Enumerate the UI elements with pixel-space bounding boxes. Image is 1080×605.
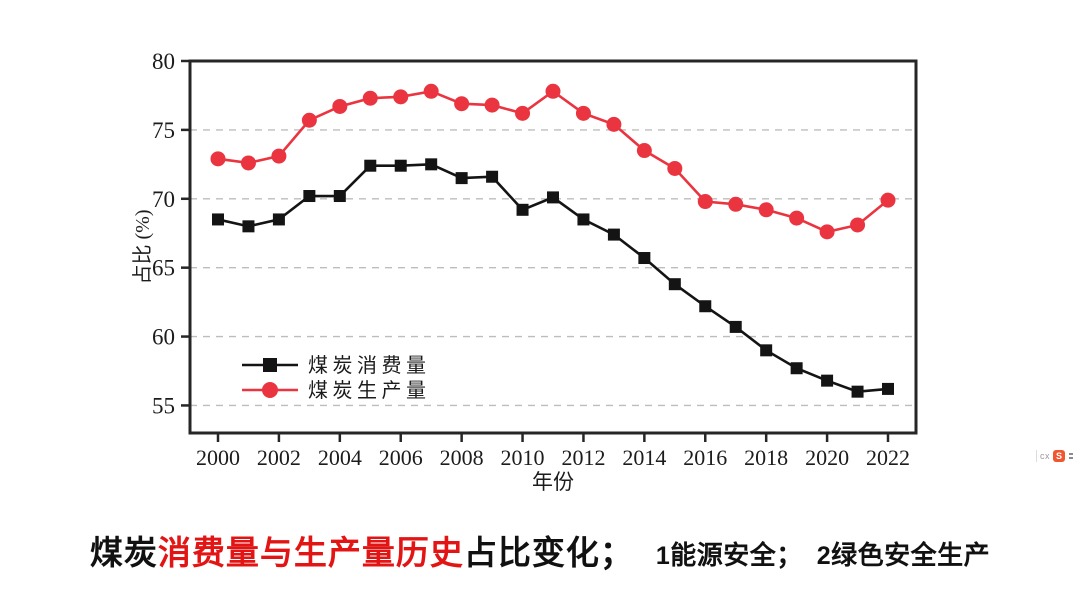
x-tick-label: 2012 [561, 445, 605, 470]
data-point-1-2015 [667, 160, 683, 176]
x-tick-label: 2006 [379, 445, 423, 470]
chart-area: 55 60 65 70 75 80 2000 2002 2004 2006 2008 2010 2012… [131, 49, 918, 494]
watermark: cx S [1036, 448, 1073, 464]
data-point-1-2019 [789, 210, 805, 226]
x-tick-label: 2016 [683, 445, 727, 470]
data-point-0-2000 [212, 213, 224, 226]
data-point-1-2017 [728, 196, 744, 212]
data-point-0-2010 [516, 203, 529, 216]
data-point-1-2016 [697, 194, 713, 210]
legend-label-1: 煤炭生产量 [308, 379, 431, 402]
x-tick-label: 2000 [196, 445, 240, 470]
data-point-0-2013 [607, 228, 620, 241]
data-point-0-2008 [455, 172, 468, 185]
x-tick-label: 2018 [744, 445, 788, 470]
data-point-1-2001 [240, 155, 256, 171]
x-tick-label: 2010 [501, 445, 545, 470]
legend-marker-1 [262, 382, 278, 398]
data-point-0-2020 [821, 374, 834, 387]
data-point-0-2018 [760, 344, 773, 357]
plot-frame [188, 59, 918, 435]
caption-main: 煤炭消费量与生产量历史占比变化； [90, 536, 634, 572]
data-point-0-2002 [272, 213, 285, 226]
data-point-1-2010 [515, 105, 531, 121]
data-point-1-2020 [819, 224, 835, 240]
data-point-0-2003 [303, 190, 316, 203]
data-point-1-2008 [454, 96, 470, 112]
x-tick-label: 2008 [440, 445, 484, 470]
x-tick-label: 2014 [622, 445, 666, 470]
x-tick-label: 2020 [805, 445, 849, 470]
caption: 煤炭消费量与生产量历史占比变化； 1能源安全； 2绿色安全生产 [0, 531, 1080, 583]
data-point-0-2022 [882, 382, 894, 395]
y-tick-label: 70 [152, 187, 175, 212]
x-axis-title: 年份 [532, 470, 574, 494]
caption-note1-text: 能源安全； [670, 541, 803, 570]
data-point-0-2006 [394, 159, 407, 172]
data-point-0-2019 [790, 362, 803, 375]
y-tick-label: 80 [152, 49, 175, 74]
data-point-1-2022 [880, 192, 896, 208]
data-point-1-2013 [606, 116, 622, 132]
y-tick-label: 75 [152, 118, 175, 143]
data-point-1-2012 [575, 105, 591, 121]
caption-note-1: 1能源安全； [656, 541, 803, 570]
data-point-1-2005 [362, 90, 378, 106]
y-tick-label: 55 [152, 393, 175, 418]
watermark-dots-icon [1069, 453, 1073, 459]
watermark-text: cx [1040, 451, 1050, 461]
legend-marker-0 [263, 358, 277, 372]
coal-share-line-chart: 55 60 65 70 75 80 2000 2002 2004 2006 2008 2010 2012… [131, 49, 918, 494]
y-tick-label: 65 [152, 256, 175, 281]
x-tick-label: 2002 [257, 445, 301, 470]
caption-note2-number: 2 [816, 542, 832, 570]
data-point-0-2011 [547, 191, 559, 204]
data-point-0-2009 [486, 170, 499, 183]
data-point-0-2004 [333, 190, 346, 203]
data-point-1-2003 [301, 112, 317, 128]
data-point-0-2017 [729, 320, 742, 333]
caption-note2-text: 绿色安全生产 [831, 541, 991, 570]
data-point-0-2014 [638, 252, 651, 265]
data-point-1-2006 [393, 89, 409, 105]
data-point-1-2011 [545, 83, 561, 99]
data-point-1-2004 [332, 98, 348, 114]
watermark-logo-icon: S [1053, 450, 1065, 462]
caption-part3: 占比变化； [463, 536, 634, 572]
data-point-0-2012 [577, 213, 590, 226]
data-point-1-2007 [423, 83, 439, 99]
y-axis-title: 占比 (%) [131, 210, 154, 285]
y-tick-label: 60 [152, 325, 175, 350]
data-point-0-2001 [242, 220, 255, 233]
data-point-1-2014 [636, 143, 652, 159]
caption-part2-red: 消费量与生产量历史 [157, 536, 464, 572]
data-point-0-2016 [699, 300, 712, 313]
data-point-1-2002 [271, 148, 287, 164]
caption-part1: 煤炭 [89, 536, 158, 572]
watermark-divider [1036, 450, 1037, 462]
data-point-0-2005 [364, 159, 377, 172]
caption-note-2: 2绿色安全生产 [817, 541, 990, 570]
data-point-1-2018 [758, 202, 774, 218]
data-point-0-2015 [668, 278, 681, 291]
x-tick-label: 2004 [318, 445, 362, 470]
data-point-1-2009 [484, 97, 500, 113]
legend-label-0: 煤炭消费量 [308, 354, 431, 377]
data-point-0-2021 [851, 385, 864, 398]
x-tick-label: 2022 [866, 445, 910, 470]
series-line-1 [217, 89, 889, 234]
data-point-0-2007 [425, 158, 438, 171]
data-point-1-2000 [210, 151, 226, 167]
data-point-1-2021 [850, 217, 866, 233]
caption-note1-number: 1 [655, 542, 671, 570]
